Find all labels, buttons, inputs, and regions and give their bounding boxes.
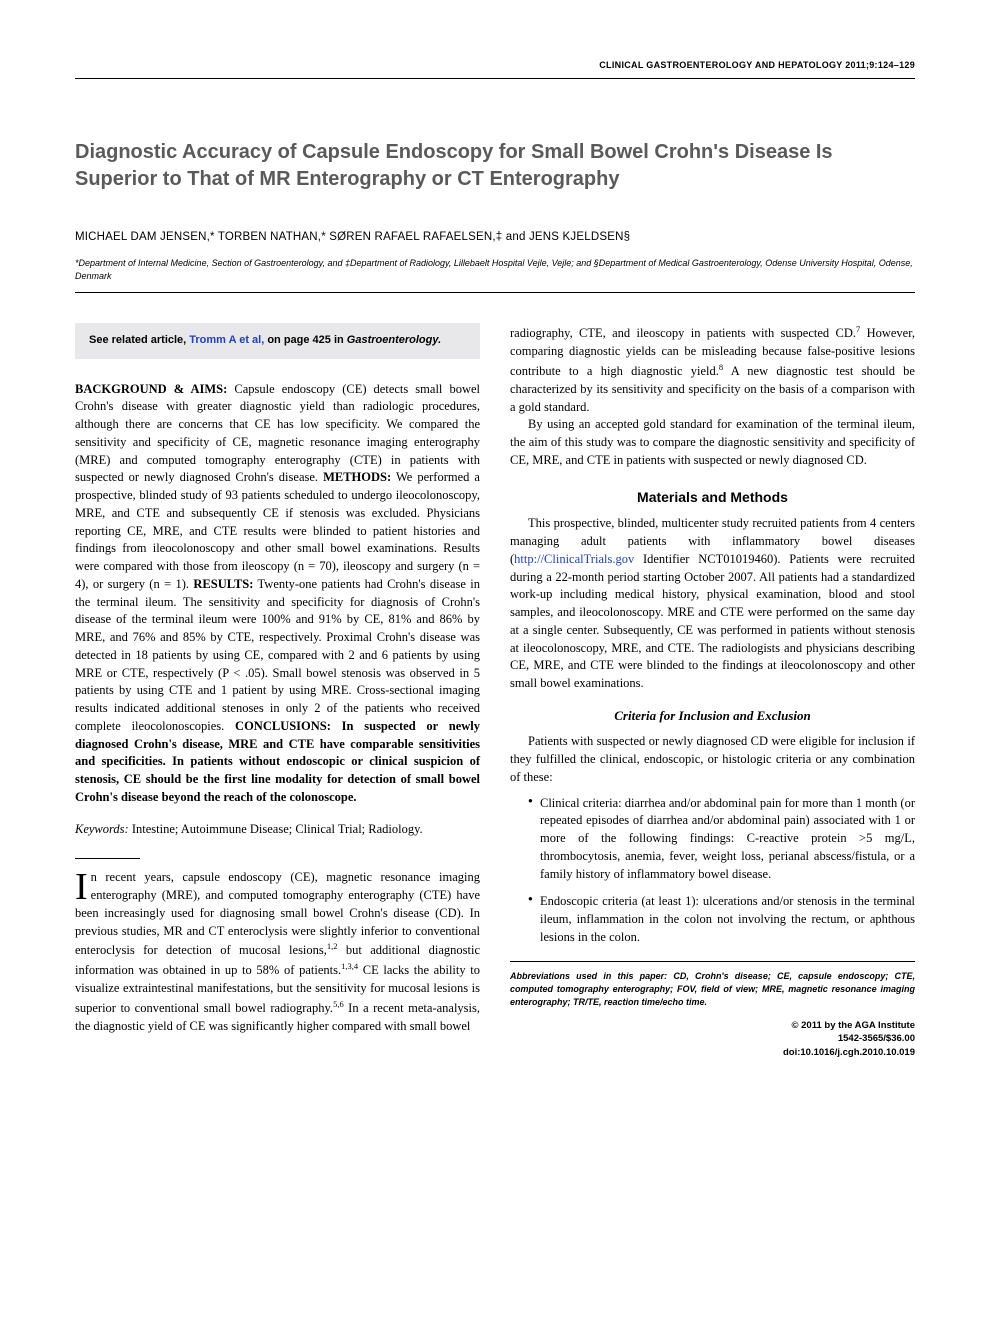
- column-right: radiography, CTE, and ileoscopy in patie…: [510, 323, 915, 1060]
- journal-header: CLINICAL GASTROENTEROLOGY AND HEPATOLOGY…: [75, 60, 915, 70]
- keywords-values: Intestine; Autoimmune Disease; Clinical …: [129, 822, 423, 836]
- materials-text-b: Identifier NCT01019460). Patients were r…: [510, 552, 915, 690]
- abstract-results-text: Twenty-one patients had Crohn's disease …: [75, 577, 480, 733]
- criteria-intro: Patients with suspected or newly diagnos…: [510, 733, 915, 786]
- related-journal: Gastroenterology.: [347, 334, 441, 346]
- abstract-bg-label: BACKGROUND & AIMS:: [75, 382, 227, 396]
- abstract: BACKGROUND & AIMS: Capsule endoscopy (CE…: [75, 381, 480, 807]
- copyright-line3: doi:10.1016/j.cgh.2010.10.019: [510, 1046, 915, 1060]
- criteria-heading: Criteria for Inclusion and Exclusion: [510, 707, 915, 725]
- citation-sup-1[interactable]: 1,2: [327, 941, 338, 951]
- abstract-conclusions-label: CONCLUSIONS:: [235, 719, 342, 733]
- keywords: Keywords: Intestine; Autoimmune Disease;…: [75, 821, 480, 839]
- criteria-item: Endoscopic criteria (at least 1): ulcera…: [528, 893, 915, 946]
- footer-rule: [510, 961, 915, 962]
- criteria-item: Clinical criteria: diarrhea and/or abdom…: [528, 795, 915, 884]
- header-rule: [75, 78, 915, 79]
- col2-para1: radiography, CTE, and ileoscopy in patie…: [510, 323, 915, 416]
- authors-line: MICHAEL DAM JENSEN,* TORBEN NATHAN,* SØR…: [75, 231, 915, 243]
- column-left: See related article, Tromm A et al, on p…: [75, 323, 480, 1060]
- criteria-list: Clinical criteria: diarrhea and/or abdom…: [528, 795, 915, 947]
- two-column-layout: See related article, Tromm A et al, on p…: [75, 323, 915, 1060]
- intro-rule: [75, 858, 140, 859]
- affiliations-rule: [75, 292, 915, 293]
- abstract-results-label: RESULTS:: [193, 577, 253, 591]
- abstract-bg-text: Capsule endoscopy (CE) detects small bow…: [75, 382, 480, 485]
- article-title: Diagnostic Accuracy of Capsule Endoscopy…: [75, 139, 915, 193]
- intro-paragraph: In recent years, capsule endoscopy (CE),…: [75, 869, 480, 1035]
- clinicaltrials-link[interactable]: http://ClinicalTrials.gov: [514, 552, 634, 566]
- abstract-methods-label: METHODS:: [323, 470, 391, 484]
- page-container: CLINICAL GASTROENTEROLOGY AND HEPATOLOGY…: [0, 0, 990, 1110]
- copyright-line2: 1542-3565/$36.00: [510, 1032, 915, 1046]
- related-link[interactable]: Tromm A et al,: [189, 334, 264, 346]
- citation-sup-3[interactable]: 5,6: [333, 999, 344, 1009]
- related-suffix: on page 425 in: [264, 334, 347, 346]
- dropcap: I: [75, 869, 91, 903]
- copyright-line1: © 2011 by the AGA Institute: [510, 1019, 915, 1033]
- abbreviations-box: Abbreviations used in this paper: CD, Cr…: [510, 970, 915, 1009]
- materials-methods-heading: Materials and Methods: [510, 488, 915, 508]
- keywords-label: Keywords:: [75, 822, 129, 836]
- related-prefix: See related article,: [89, 334, 189, 346]
- materials-para1: This prospective, blinded, multicenter s…: [510, 515, 915, 693]
- col2-para2: By using an accepted gold standard for e…: [510, 416, 915, 469]
- related-article-box: See related article, Tromm A et al, on p…: [75, 323, 480, 358]
- affiliations: *Department of Internal Medicine, Sectio…: [75, 257, 915, 282]
- citation-sup-2[interactable]: 1,3,4: [341, 961, 358, 971]
- copyright-block: © 2011 by the AGA Institute 1542-3565/$3…: [510, 1019, 915, 1060]
- col2-para1a: radiography, CTE, and ileoscopy in patie…: [510, 326, 856, 340]
- abstract-methods-text: We performed a prospective, blinded stud…: [75, 470, 480, 591]
